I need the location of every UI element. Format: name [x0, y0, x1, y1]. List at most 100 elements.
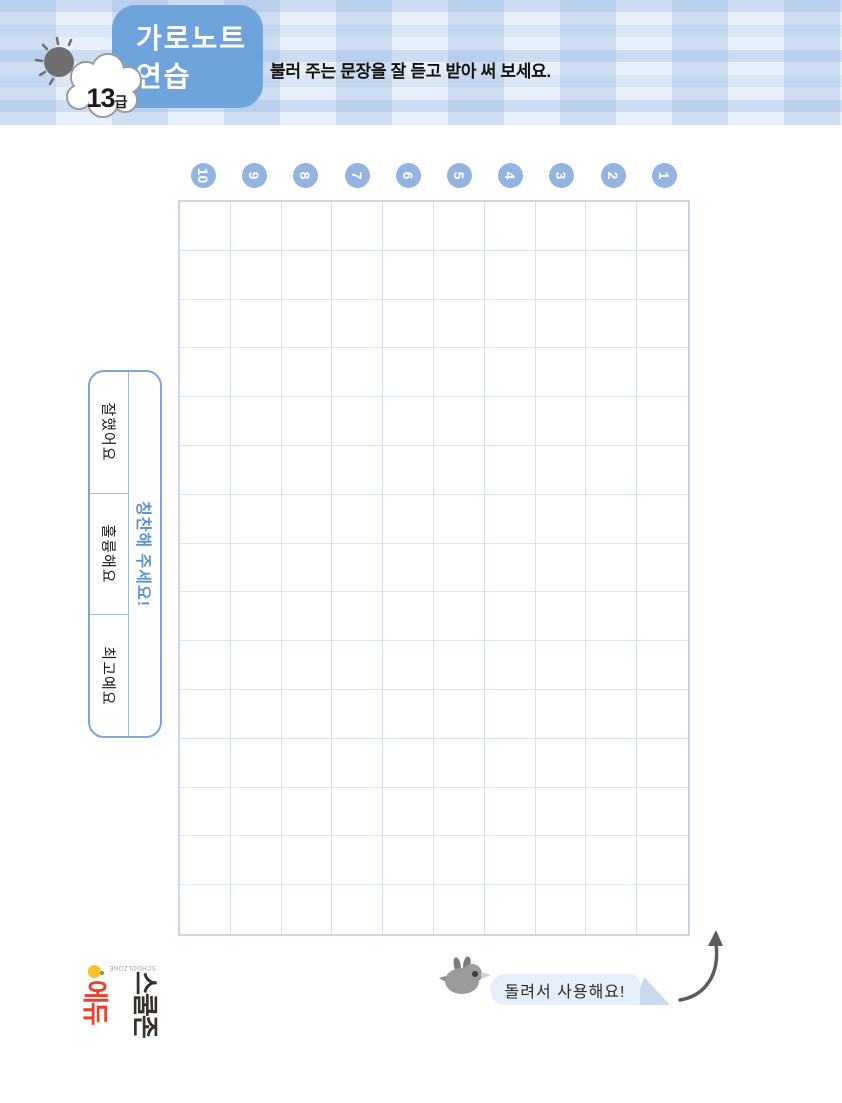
grid-cell	[433, 348, 485, 398]
grid-cell	[485, 885, 536, 934]
grid-cell	[535, 543, 587, 593]
grid-cell	[231, 885, 282, 934]
grid-cell	[230, 787, 282, 837]
grid-cell	[230, 738, 282, 788]
grid-cell	[383, 592, 434, 642]
grid-cell	[586, 397, 638, 446]
column-number-row: 10 9 8 7 6 5 4 3 2 1	[178, 163, 690, 188]
grid-cell	[332, 202, 384, 251]
grid-cell	[433, 299, 485, 349]
grid-cell	[484, 348, 536, 398]
page-title-line1: 가로노트	[136, 23, 248, 54]
grid-cell	[586, 543, 638, 593]
grid-cell	[281, 397, 333, 446]
column-number-circle: 8	[293, 163, 319, 188]
grid-cell	[484, 689, 536, 739]
speech-bubble-fold	[634, 977, 670, 1005]
speech-bubble: 돌려서 사용해요!	[490, 974, 640, 1005]
grid-cell	[180, 543, 231, 593]
grid-cell	[180, 836, 231, 886]
grid-cell	[535, 787, 587, 837]
grid-cell	[230, 494, 282, 544]
column-number-circle: 6	[395, 163, 421, 188]
grid-cell	[281, 202, 333, 251]
grid-cell	[535, 641, 587, 690]
grid-cell	[433, 494, 485, 544]
grid-cell	[637, 885, 688, 934]
grid-cell	[637, 592, 688, 642]
logo-small-text: SCHOOLZONE	[108, 964, 157, 970]
grid-cell	[484, 836, 536, 886]
grid-cell	[484, 641, 536, 690]
grid-cell	[332, 445, 384, 495]
grid-cell	[281, 689, 333, 739]
rotate-note-text: 돌려서 사용해요!	[504, 983, 626, 1001]
praise-option-1: 잘했어요	[90, 372, 128, 494]
sun-icon	[34, 36, 74, 86]
grid-cell	[535, 836, 587, 886]
grid-cell	[180, 348, 231, 398]
grid-cell	[586, 738, 638, 788]
grid-cell	[637, 300, 688, 349]
grid-cell	[535, 592, 587, 642]
grid-cell	[535, 299, 587, 349]
grid-cell	[484, 250, 536, 300]
praise-box: 잘했어요 훌륭해요 최고예요 칭찬해 주세요!	[88, 370, 162, 738]
level-badge: 13급	[66, 83, 148, 114]
grid-cell	[332, 787, 384, 837]
grid-cell	[281, 738, 333, 788]
instruction-text: 불러 주는 문장을 잘 듣고 받아 써 보세요.	[270, 62, 551, 81]
column-number-circle: 10	[191, 163, 217, 188]
logo-text-red: 에듀	[79, 980, 110, 1024]
grid-cell	[484, 397, 536, 446]
grid-cell	[281, 250, 333, 300]
level-suffix: 급	[114, 94, 128, 110]
grid-cell	[383, 738, 434, 788]
column-number-circle: 1	[651, 163, 677, 188]
grid-cell	[433, 397, 485, 446]
grid-cell	[433, 641, 485, 690]
header-plaid-banner: 가로노트 연습 13급 불러 주는 문장을 잘 듣고 받아 써 보세요.	[0, 0, 842, 125]
writing-grid	[178, 200, 690, 936]
grid-cell	[637, 641, 688, 690]
grid-cell	[281, 299, 333, 349]
grid-cell	[383, 202, 434, 251]
grid-cell	[484, 543, 536, 593]
grid-cell	[586, 689, 638, 739]
grid-cell	[586, 787, 638, 837]
grid-cell	[484, 494, 536, 544]
grid-cell	[484, 202, 536, 251]
grid-cell	[433, 689, 485, 739]
grid-cell	[180, 250, 231, 300]
grid-cell	[637, 788, 688, 837]
grid-cell	[332, 348, 384, 398]
grid-cell	[484, 445, 536, 495]
grid-cell	[484, 738, 536, 788]
grid-cell	[383, 299, 434, 349]
grid-cell	[586, 494, 638, 544]
praise-option-label: 최고예요	[99, 646, 117, 706]
grid-cell	[433, 202, 485, 251]
grid-cell	[586, 885, 638, 934]
grid-cell	[180, 738, 231, 788]
column-number-circle: 4	[498, 163, 524, 188]
grid-cell	[180, 689, 231, 739]
apple-icon	[88, 965, 102, 978]
rotate-arrow-icon	[678, 930, 723, 1002]
grid-cell	[535, 202, 587, 251]
grid-cell	[281, 592, 333, 642]
grid-cell	[383, 787, 434, 837]
grid-cell	[332, 250, 384, 300]
page-title-line2: 연습	[136, 61, 192, 92]
grid-cell	[281, 641, 333, 690]
grid-cell	[383, 494, 434, 544]
grid-cell	[637, 202, 688, 251]
column-number-circle: 5	[447, 163, 473, 188]
grid-cell	[586, 299, 638, 349]
grid-cell	[586, 836, 638, 886]
praise-option-2: 훌륭해요	[90, 494, 128, 616]
grid-cell	[586, 348, 638, 398]
grid-cell	[230, 836, 282, 886]
grid-cell	[586, 250, 638, 300]
grid-cell	[281, 836, 333, 886]
